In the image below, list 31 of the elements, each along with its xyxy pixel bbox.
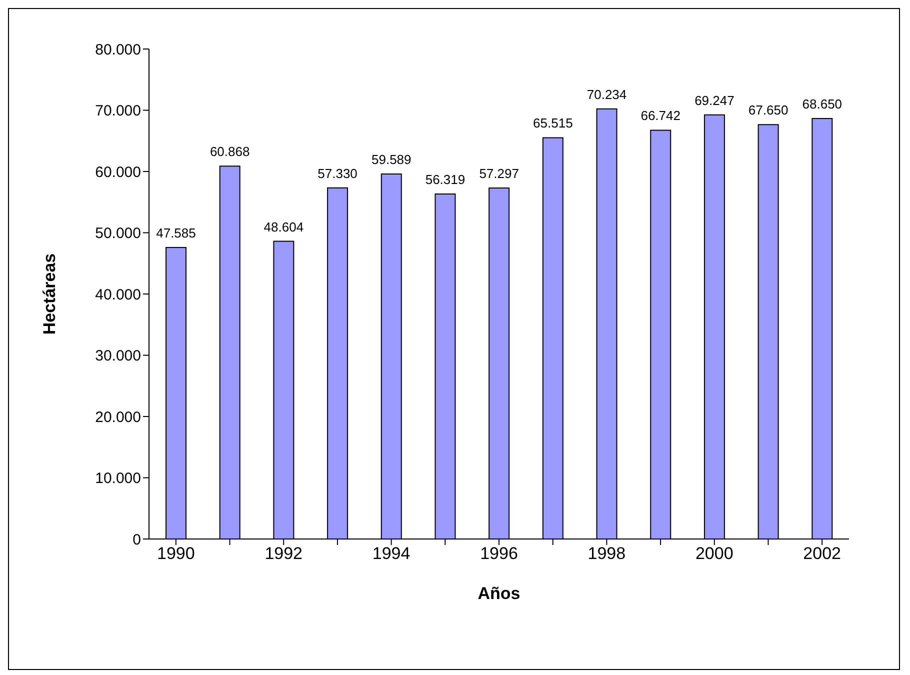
data-label: 48.604 <box>264 219 304 234</box>
data-label: 57.330 <box>318 166 358 181</box>
data-label: 57.297 <box>479 166 519 182</box>
data-label: 68.650 <box>802 96 842 112</box>
y-tick-label: 30.000 <box>95 348 141 365</box>
y-tick-label: 40.000 <box>95 286 141 304</box>
data-label: 66.742 <box>640 108 680 124</box>
data-label: 67.650 <box>748 102 788 118</box>
data-label: 60.868 <box>210 144 250 160</box>
data-label: 59.589 <box>372 152 412 168</box>
y-tick-label: 10.000 <box>95 470 141 488</box>
y-tick-label: 80.000 <box>95 41 141 58</box>
y-tick-label: 20.000 <box>95 408 141 426</box>
y-tick-label: 60.000 <box>95 164 141 181</box>
x-tick-label: 2000 <box>695 544 734 564</box>
data-label: 69.247 <box>694 92 734 108</box>
data-label: 65.515 <box>533 116 573 131</box>
x-tick-label: 1994 <box>372 544 410 564</box>
x-tick-label: 1996 <box>480 544 518 564</box>
x-axis-title: Años <box>478 584 520 603</box>
y-tick-label: 70.000 <box>95 102 141 120</box>
y-tick-label: 0 <box>132 531 141 548</box>
x-tick-label: 1998 <box>588 544 626 564</box>
x-tick-label: 2002 <box>803 544 841 564</box>
x-tick-label: 1992 <box>264 544 303 564</box>
x-tick-label: 1990 <box>157 544 195 564</box>
data-label: 56.319 <box>425 172 466 188</box>
y-tick-label: 50.000 <box>95 225 141 242</box>
data-label: 47.585 <box>156 226 196 241</box>
y-axis-title: Hectáreas <box>40 253 60 335</box>
data-label: 70.234 <box>586 86 627 102</box>
